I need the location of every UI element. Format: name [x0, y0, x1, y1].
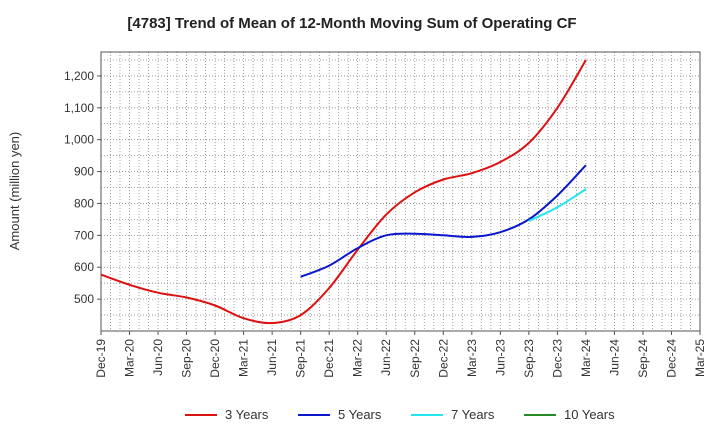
series-line-7-years: [528, 188, 587, 222]
chart-title: [4783] Trend of Mean of 12-Month Moving …: [127, 15, 576, 32]
y-axis-ticks: 500 600 700 800 900 1,000 1,100 1,200: [64, 69, 101, 306]
series-lines: [100, 59, 587, 325]
x-tick-label: Mar-20: [123, 339, 137, 377]
x-tick-label: Dec-24: [664, 339, 678, 378]
legend-label-7-years: 7 Years: [451, 407, 495, 422]
grid-lines: [101, 52, 700, 331]
y-tick-label: 1,200: [64, 69, 94, 83]
y-tick-label: 600: [74, 260, 94, 274]
y-tick-label: 1,100: [64, 101, 94, 115]
x-tick-label: Dec-20: [208, 339, 222, 378]
x-tick-label: Dec-23: [550, 339, 564, 378]
legend-label-5-years: 5 Years: [338, 407, 382, 422]
x-tick-label: Dec-21: [322, 339, 336, 378]
plot-border: [100, 51, 701, 332]
legend: 3 Years 5 Years 7 Years 10 Years: [185, 407, 615, 422]
x-tick-label: Mar-22: [351, 339, 365, 377]
legend-label-10-years: 10 Years: [564, 407, 615, 422]
plot-area: [101, 52, 700, 331]
x-tick-label: Jun-22: [379, 339, 393, 376]
x-tick-label: Jun-20: [151, 339, 165, 376]
y-tick-label: 1,000: [64, 133, 94, 147]
x-tick-label: Sep-24: [636, 339, 650, 378]
x-tick-label: Mar-25: [693, 339, 707, 377]
x-tick-label: Dec-19: [94, 339, 108, 378]
x-tick-label: Jun-23: [493, 339, 507, 376]
legend-label-3-years: 3 Years: [225, 407, 269, 422]
x-axis-ticks: Dec-19 Mar-20 Jun-20 Sep-20 Dec-20 Mar-21 Jun-…: [94, 331, 707, 378]
series-line-3-years: [100, 59, 587, 325]
x-tick-label: Sep-23: [522, 339, 536, 378]
x-tick-label: Sep-22: [408, 339, 422, 378]
series-line-5-years: [300, 164, 587, 278]
x-tick-label: Mar-24: [579, 339, 593, 377]
x-tick-label: Jun-24: [607, 339, 621, 376]
y-tick-label: 700: [74, 228, 94, 242]
x-tick-label: Dec-22: [436, 339, 450, 378]
y-tick-label: 900: [74, 165, 94, 179]
y-tick-label: 500: [74, 292, 94, 306]
plot-frame: [100, 51, 701, 332]
x-tick-label: Mar-23: [465, 339, 479, 377]
x-tick-label: Mar-21: [237, 339, 251, 377]
plot-background: [101, 52, 700, 331]
x-tick-label: Jun-21: [265, 339, 279, 376]
x-tick-label: Sep-20: [180, 339, 194, 378]
y-axis-label: Amount (million yen): [7, 132, 22, 251]
x-tick-label: Sep-21: [294, 339, 308, 378]
y-tick-label: 800: [74, 196, 94, 210]
